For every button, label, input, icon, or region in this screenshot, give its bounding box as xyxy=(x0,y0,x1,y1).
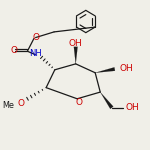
Polygon shape xyxy=(100,92,113,109)
Text: O: O xyxy=(10,46,17,55)
Polygon shape xyxy=(95,67,115,73)
Text: O: O xyxy=(18,99,25,108)
Text: O: O xyxy=(32,33,39,42)
Text: O: O xyxy=(76,98,83,107)
Text: OH: OH xyxy=(119,64,133,73)
Text: OH: OH xyxy=(126,103,140,112)
Text: Me: Me xyxy=(3,101,14,110)
Text: OH: OH xyxy=(69,39,83,48)
Polygon shape xyxy=(74,47,78,64)
Text: NH: NH xyxy=(29,49,42,58)
